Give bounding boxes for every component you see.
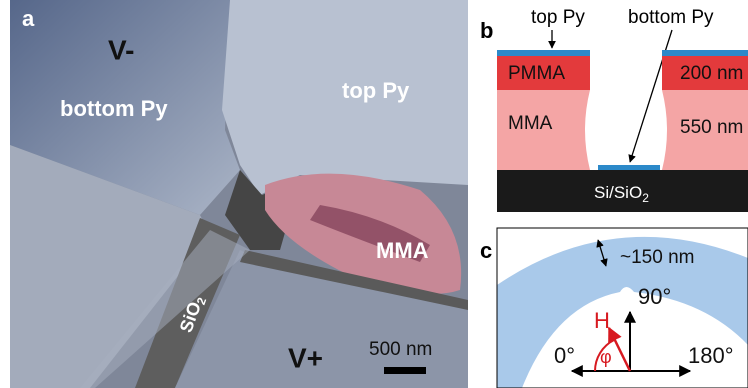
layer-label: top Py: [531, 7, 585, 28]
electrode-label: V-: [108, 34, 134, 65]
scale-bar: [384, 367, 426, 374]
layer-label: bottom Py: [628, 7, 714, 28]
layer-label: MMA: [376, 238, 429, 263]
angle-label: 0°: [554, 343, 575, 368]
panel-label: b: [480, 18, 493, 43]
thickness-label: 200 nm: [680, 63, 743, 84]
angle-label: 90°: [638, 284, 671, 309]
layer-label: MMA: [508, 113, 553, 134]
width-label: ~150 nm: [620, 247, 694, 268]
panel-label: a: [22, 6, 35, 31]
panel-label: c: [480, 238, 492, 263]
thickness-label: 550 nm: [680, 117, 743, 138]
angle-label: 180°: [688, 343, 734, 368]
layer-label: PMMA: [508, 63, 565, 84]
layer-label: bottom Py: [60, 96, 168, 121]
angle-symbol: φ: [600, 347, 612, 367]
electrode-label: V+: [288, 342, 323, 373]
field-label: H: [594, 308, 610, 333]
figure: a V- bottom Py top Py MMA SiO2 V+ 500 nm…: [0, 0, 748, 388]
substrate-label: Si/SiO2: [594, 183, 649, 205]
sem-image: [10, 0, 468, 388]
scale-bar-label: 500 nm: [369, 339, 432, 360]
layer-label: top Py: [342, 78, 410, 103]
